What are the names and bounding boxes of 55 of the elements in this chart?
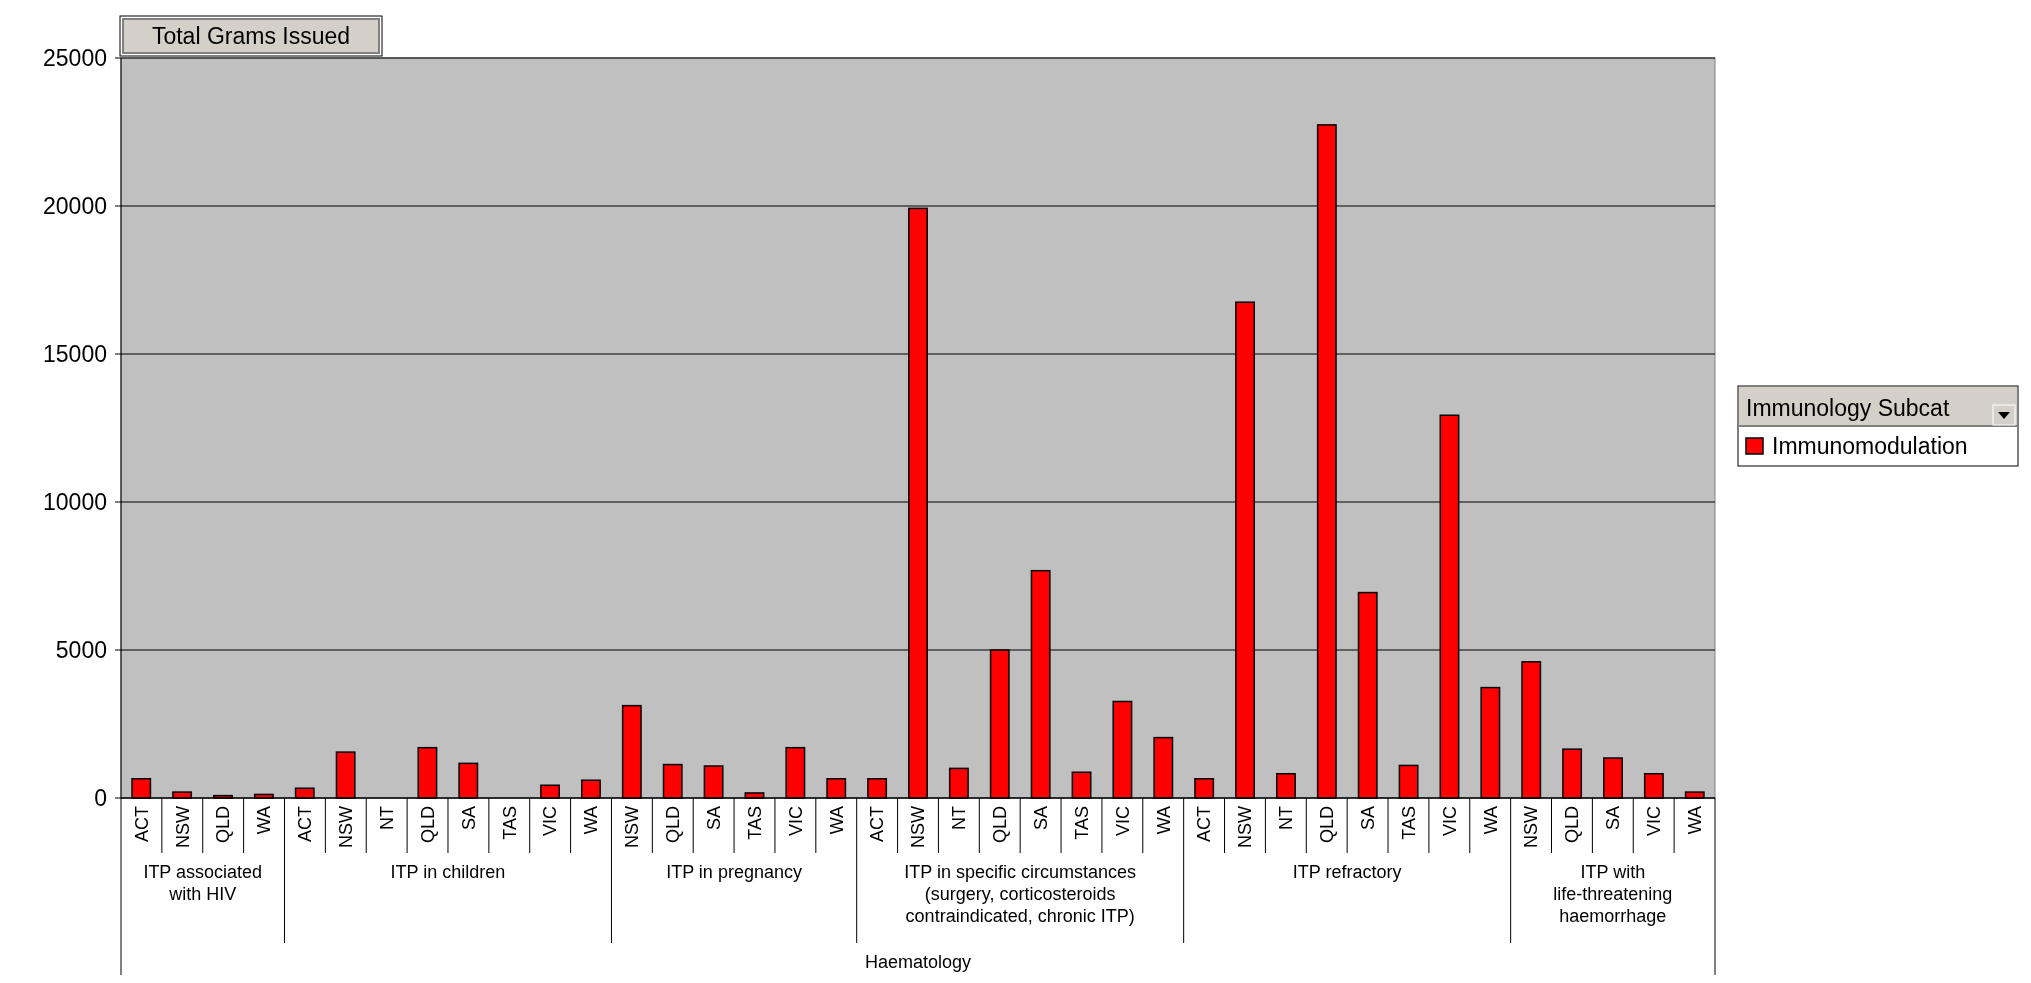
chart-title: Total Grams Issued	[151, 23, 351, 50]
x-tick-label: SA	[1030, 806, 1051, 831]
x-tick-label: WA	[1153, 806, 1174, 835]
x-tick-label: VIC	[1439, 806, 1460, 837]
y-tick-label: 15000	[43, 341, 107, 368]
x-tick-label: VIC	[540, 806, 561, 837]
x-tick-label: NSW	[172, 806, 193, 848]
x-tick-label: QLD	[663, 806, 684, 844]
x-tick-label: WA	[1684, 806, 1705, 835]
x-tick-label: ACT	[1194, 806, 1215, 842]
text: ITP refractory	[1292, 862, 1402, 882]
y-tick-label: 20000	[43, 193, 107, 220]
text: ITP in children	[390, 862, 506, 882]
x-tick-label: WA	[254, 806, 275, 835]
x-tick-label: NSW	[336, 806, 357, 848]
x-tick-label: TAS	[1398, 806, 1419, 840]
x-tick-label: VIC	[785, 806, 806, 837]
x-tick-label: TAS	[1071, 806, 1092, 840]
legend-label: Immunomodulation	[1772, 433, 1968, 460]
x-tick-label: NT	[376, 806, 397, 830]
x-tick-label: ACT	[131, 806, 152, 842]
y-tick-label: 0	[94, 785, 107, 812]
x-tick-label: TAS	[744, 806, 765, 840]
x-tick-label: SA	[1603, 806, 1624, 831]
x-tick-label: NSW	[1235, 806, 1256, 848]
text: ITP with life-threatening haemorrhage	[1553, 862, 1673, 926]
x-tick-label: WA	[826, 806, 847, 835]
text: ITP in pregnancy	[666, 862, 802, 882]
x-tick-label: SA	[703, 806, 724, 831]
x-tick-label: WA	[581, 806, 602, 835]
x-tick-label: NT	[1276, 806, 1297, 830]
x-tick-label: VIC	[1643, 806, 1664, 837]
x-tick-label: NSW	[908, 806, 929, 848]
x-tick-label: VIC	[1112, 806, 1133, 837]
x-tick-label: WA	[1480, 806, 1501, 835]
x-tick-label: TAS	[499, 806, 520, 840]
y-tick-label: 25000	[43, 45, 107, 72]
x-tick-label: QLD	[417, 806, 438, 844]
y-tick-label: 5000	[55, 637, 107, 664]
x-tick-label: ACT	[867, 806, 888, 842]
x-tick-label: ACT	[295, 806, 316, 842]
x-tick-label: SA	[458, 806, 479, 831]
x-tick-label: NT	[949, 806, 970, 830]
x-tick-label: SA	[1357, 806, 1378, 831]
x-tick-label: NSW	[1521, 806, 1542, 848]
legend-title: Immunology Subcat	[1746, 395, 1950, 422]
text: Haematology	[864, 952, 972, 972]
x-tick-label: NSW	[622, 806, 643, 848]
text: ITP associated with HIV	[143, 862, 263, 904]
y-tick-label: 10000	[43, 489, 107, 516]
x-tick-label: QLD	[1562, 806, 1583, 844]
x-tick-label: QLD	[990, 806, 1011, 844]
x-tick-label: QLD	[1317, 806, 1338, 844]
text: ITP in specific circumstances (surgery, corticosteroids contraindicated, chronic ITP)	[904, 862, 1137, 926]
x-tick-label: QLD	[213, 806, 234, 844]
